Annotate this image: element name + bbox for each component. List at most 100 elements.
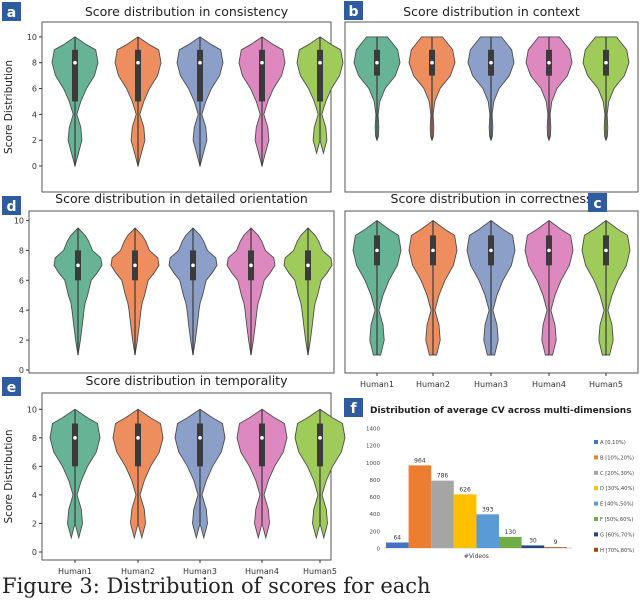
y-tick-label: 6	[19, 276, 24, 285]
violin-median	[260, 60, 264, 65]
y-tick-label: 1400	[366, 427, 380, 433]
legend-swatch	[594, 532, 598, 537]
legend-swatch	[594, 486, 598, 491]
y-tick-label: 0	[377, 547, 381, 553]
bar-value-label: 964	[414, 457, 426, 464]
violin-box	[259, 423, 265, 467]
x-tick-label: Human5	[589, 380, 623, 389]
violin-box	[197, 49, 203, 102]
violin-median	[198, 436, 202, 440]
panel-badge-a: a	[2, 2, 21, 21]
legend-label: G [60%,70%)	[600, 532, 634, 538]
violin-median	[547, 248, 551, 253]
violin-median	[547, 60, 551, 65]
y-tick-label: 800	[370, 478, 381, 484]
panel-badge-box	[344, 1, 363, 20]
panel-badge-letter: a	[7, 5, 16, 21]
y-tick-label: 4	[19, 306, 24, 315]
violin-median	[489, 60, 493, 65]
legend-swatch	[594, 470, 598, 475]
bar-H	[544, 547, 567, 548]
violin-median	[306, 263, 310, 268]
panel-frame	[41, 392, 332, 561]
panel-badge-c: c	[588, 193, 607, 212]
y-tick-label: 4	[32, 110, 37, 119]
violin-median	[136, 60, 140, 65]
panel-d: Score distribution in detailed orientati…	[14, 191, 335, 375]
violin-box	[259, 49, 265, 102]
x-tick-label: Human3	[183, 567, 217, 576]
panel-f: Distribution of average CV across multi-…	[366, 406, 634, 560]
violin-median	[73, 436, 77, 440]
violin-median	[375, 60, 379, 65]
y-tick-label: 8	[19, 246, 24, 255]
y-axis-label: Score Distribution	[3, 60, 15, 154]
y-tick-label: 0	[32, 162, 37, 171]
y-tick-label: 2	[32, 519, 37, 528]
legend-swatch	[594, 517, 598, 521]
x-tick-label: Human4	[532, 380, 566, 389]
y-tick-label: 1000	[366, 461, 380, 467]
y-tick-label: 6	[32, 85, 37, 94]
violin-median	[430, 60, 434, 65]
panel-badge-letter: e	[7, 380, 17, 396]
legend-label: E [40%,50%)	[600, 502, 634, 508]
y-tick-label: 8	[32, 59, 37, 68]
legend-label: C [20%,30%)	[600, 471, 634, 477]
y-tick-label: 4	[32, 491, 37, 500]
panel-badge-letter: c	[593, 196, 601, 212]
violin-median	[191, 263, 195, 268]
panel-frame	[41, 21, 332, 193]
x-tick-label: Human1	[58, 567, 92, 576]
y-tick-label: 600	[370, 495, 381, 501]
bar-G	[521, 545, 545, 548]
y-tick-label: 200	[370, 529, 381, 535]
panel-badge-letter: b	[348, 4, 358, 20]
panel-badge-f: f	[344, 398, 363, 417]
violin-median	[260, 436, 264, 440]
panel-c: Score distribution in correctness Human1 H…	[344, 191, 639, 389]
y-axis-label: Score Distribution	[3, 429, 15, 523]
violin-median	[198, 60, 202, 65]
x-tick-label: Human1	[360, 380, 394, 389]
bar-value-label: 64	[393, 535, 401, 542]
y-tick-label: 6	[32, 462, 37, 471]
y-tick-label: 8	[32, 434, 37, 443]
panel-title: Score distribution in temporality	[86, 373, 289, 388]
violin-median	[73, 60, 77, 65]
bar-D	[453, 494, 477, 548]
violin-box	[197, 423, 203, 467]
panel-frame	[344, 21, 639, 193]
y-tick-label: 10	[14, 216, 24, 225]
panel-badge-box	[2, 196, 21, 215]
panel-badge-box	[2, 2, 21, 21]
violin-median	[604, 248, 608, 253]
panel-badge-b: b	[344, 1, 363, 20]
violin-median	[604, 60, 608, 65]
x-tick-label: Human2	[121, 567, 155, 576]
y-tick-label: 400	[370, 512, 381, 518]
violin-median	[375, 248, 379, 253]
violin-median	[431, 248, 435, 253]
x-tick-label: Human2	[416, 380, 450, 389]
violin-median	[318, 60, 322, 65]
panel-e: Score distribution in temporality 0 2 4 6 8 10…	[3, 373, 346, 576]
panel-badge-letter: d	[6, 199, 16, 215]
legend-swatch	[594, 501, 598, 506]
bar-F	[499, 536, 522, 548]
x-tick-label: Human3	[474, 380, 508, 389]
panel-title: Score distribution in detailed orientati…	[55, 191, 308, 206]
violin-median	[76, 263, 80, 268]
bar-A	[386, 542, 409, 548]
bar-E	[476, 514, 499, 548]
panel-frame	[28, 210, 335, 374]
y-tick-label: 1200	[366, 444, 380, 450]
y-tick-label: 0	[19, 366, 24, 375]
legend-swatch	[594, 440, 598, 444]
panel-title: Score distribution in correctness	[391, 191, 593, 206]
panel-badge-d: d	[2, 196, 21, 215]
legend-label: D [30%,40%)	[600, 486, 634, 492]
violin-box	[72, 49, 78, 102]
panel-a: Score distribution in consistency 0 2 4 6 8 10…	[3, 4, 344, 193]
